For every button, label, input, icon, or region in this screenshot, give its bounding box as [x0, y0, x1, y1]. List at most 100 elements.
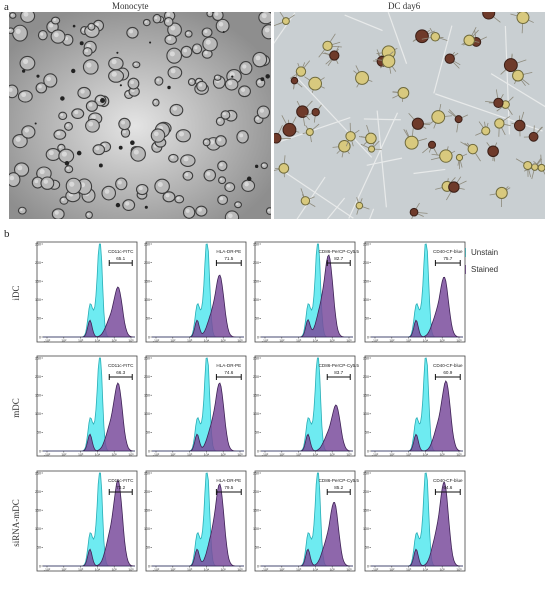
monocyte-cell-highlight — [84, 49, 89, 53]
y-tick-label: 0 — [148, 564, 150, 568]
dendritic-cell — [415, 29, 429, 44]
monocyte-cell-highlight — [154, 16, 158, 20]
monocyte-cell-highlight — [34, 179, 39, 184]
monocyte-cell-highlight — [198, 207, 202, 212]
dendritic-cell — [381, 54, 396, 68]
gate-percent: 74.6 — [224, 370, 233, 375]
monocyte-cell-highlight — [39, 169, 45, 175]
gate-percent: 75.7 — [443, 256, 452, 261]
y-tick-label: 0 — [39, 335, 41, 339]
monocyte-cell-highlight — [170, 25, 176, 31]
monocyte-cell — [152, 13, 162, 24]
x-tick-label: 10⁴ — [423, 568, 429, 572]
gate-percent: 71.5 — [224, 256, 233, 261]
x-tick-label: 10⁶ — [128, 339, 134, 343]
stained-histogram — [43, 286, 135, 338]
debris-dot — [254, 164, 259, 169]
monocyte-cell-highlight — [130, 80, 134, 85]
histogram-panel: HLA-DR-PE 71.5 0 50 100 150 200 250 -10² 10² 10³ 10… — [144, 241, 247, 343]
y-tick-label: 100 — [35, 298, 41, 302]
dendrite-fiber — [433, 25, 453, 94]
histogram-panel: CD11c-FITC 65.1 0 50 100 150 200 250 -10² 10² 10³ 1… — [35, 241, 138, 343]
monocyte-cell — [236, 130, 249, 144]
histogram-panel: HLA-DR-PE 79.5 0 50 100 150 200 250 -10² 10² 10³ 10… — [144, 470, 247, 572]
monocyte-cell — [203, 168, 217, 182]
x-tick-label: 10³ — [296, 339, 302, 343]
dendritic-cell — [495, 186, 508, 200]
stained-histogram — [43, 382, 135, 452]
monocyte-cell-highlight — [80, 89, 85, 94]
dendritic-cell — [482, 12, 496, 20]
y-tick-label: 50 — [37, 317, 41, 321]
monocyte-cell-highlight — [239, 133, 244, 138]
monocyte-cell-highlight — [167, 36, 172, 41]
dendritic-cell — [448, 181, 460, 193]
x-tick-label: -10² — [44, 453, 51, 457]
monocyte-cell-highlight — [61, 151, 67, 157]
dendritic-cell — [430, 32, 441, 42]
monocyte-cell-highlight — [217, 137, 222, 142]
monocyte-cell-highlight — [185, 172, 189, 177]
debris-dot — [222, 31, 225, 34]
dendritic-cell — [278, 163, 290, 174]
monocyte-cell-highlight — [61, 198, 65, 201]
x-tick-label: 10⁴ — [204, 568, 210, 572]
monocyte-cell-highlight — [24, 128, 30, 133]
monocyte-cell-highlight — [129, 29, 134, 34]
dendritic-cell — [455, 153, 464, 162]
monocyte-cell — [115, 177, 128, 191]
y-tick-label: 50 — [146, 546, 150, 550]
dendritic-cell — [411, 117, 424, 130]
monocyte-cell-highlight — [19, 208, 23, 212]
debris-dot — [21, 69, 26, 73]
monocyte-cell-highlight — [138, 186, 143, 191]
y-tick-label: 250 — [144, 242, 150, 246]
dendritic-cell — [367, 145, 376, 153]
dendritic-cell — [523, 160, 533, 171]
y-tick-label: 200 — [144, 490, 150, 494]
x-tick-label: 10³ — [296, 453, 302, 457]
x-tick-label: 10³ — [187, 568, 193, 572]
y-tick-label: 150 — [35, 509, 41, 513]
debris-dot — [246, 176, 252, 182]
monocyte-cell-highlight — [222, 112, 226, 116]
x-tick-label: 10⁵ — [329, 568, 335, 572]
y-tick-label: 50 — [255, 317, 259, 321]
y-tick-label: 150 — [363, 509, 369, 513]
x-tick-label: -10² — [153, 568, 160, 572]
x-tick-label: -10² — [372, 339, 379, 343]
x-tick-label: 10⁴ — [95, 453, 101, 457]
monocyte-cell-highlight — [214, 12, 219, 16]
monocyte-cell — [215, 116, 225, 126]
x-tick-label: 10⁴ — [204, 453, 210, 457]
debris-dot — [36, 74, 40, 78]
stained-histogram — [152, 483, 244, 567]
monocyte-cell-highlight — [154, 100, 157, 103]
y-tick-label: 200 — [253, 375, 259, 379]
y-tick-label: 100 — [363, 412, 369, 416]
y-tick-label: 150 — [363, 280, 369, 284]
dendritic-cell — [311, 108, 320, 117]
gate-percent: 65.1 — [116, 256, 125, 261]
x-tick-label: 10⁶ — [456, 453, 462, 457]
monocyte-cell-highlight — [117, 180, 122, 185]
y-tick-label: 250 — [363, 242, 369, 246]
x-tick-label: 10⁴ — [423, 339, 429, 343]
debris-dot — [116, 51, 119, 54]
x-tick-label: 10⁶ — [346, 568, 352, 572]
monocyte-cell-highlight — [209, 139, 215, 145]
x-tick-label: 10² — [389, 339, 395, 343]
dendritic-cell — [493, 97, 504, 109]
y-tick-label: 0 — [148, 449, 150, 453]
gate-percent: 64.6 — [443, 485, 452, 490]
monocyte-cell-highlight — [86, 62, 92, 68]
monocyte-cell-highlight — [87, 213, 90, 216]
stained-histogram — [152, 382, 244, 452]
monocyte-cell — [130, 146, 146, 162]
x-tick-label: 10² — [279, 339, 285, 343]
monocyte-cell-highlight — [172, 106, 178, 111]
y-tick-label: 50 — [37, 431, 41, 435]
x-tick-label: 10⁴ — [95, 339, 101, 343]
dendritic-cell — [290, 76, 299, 85]
